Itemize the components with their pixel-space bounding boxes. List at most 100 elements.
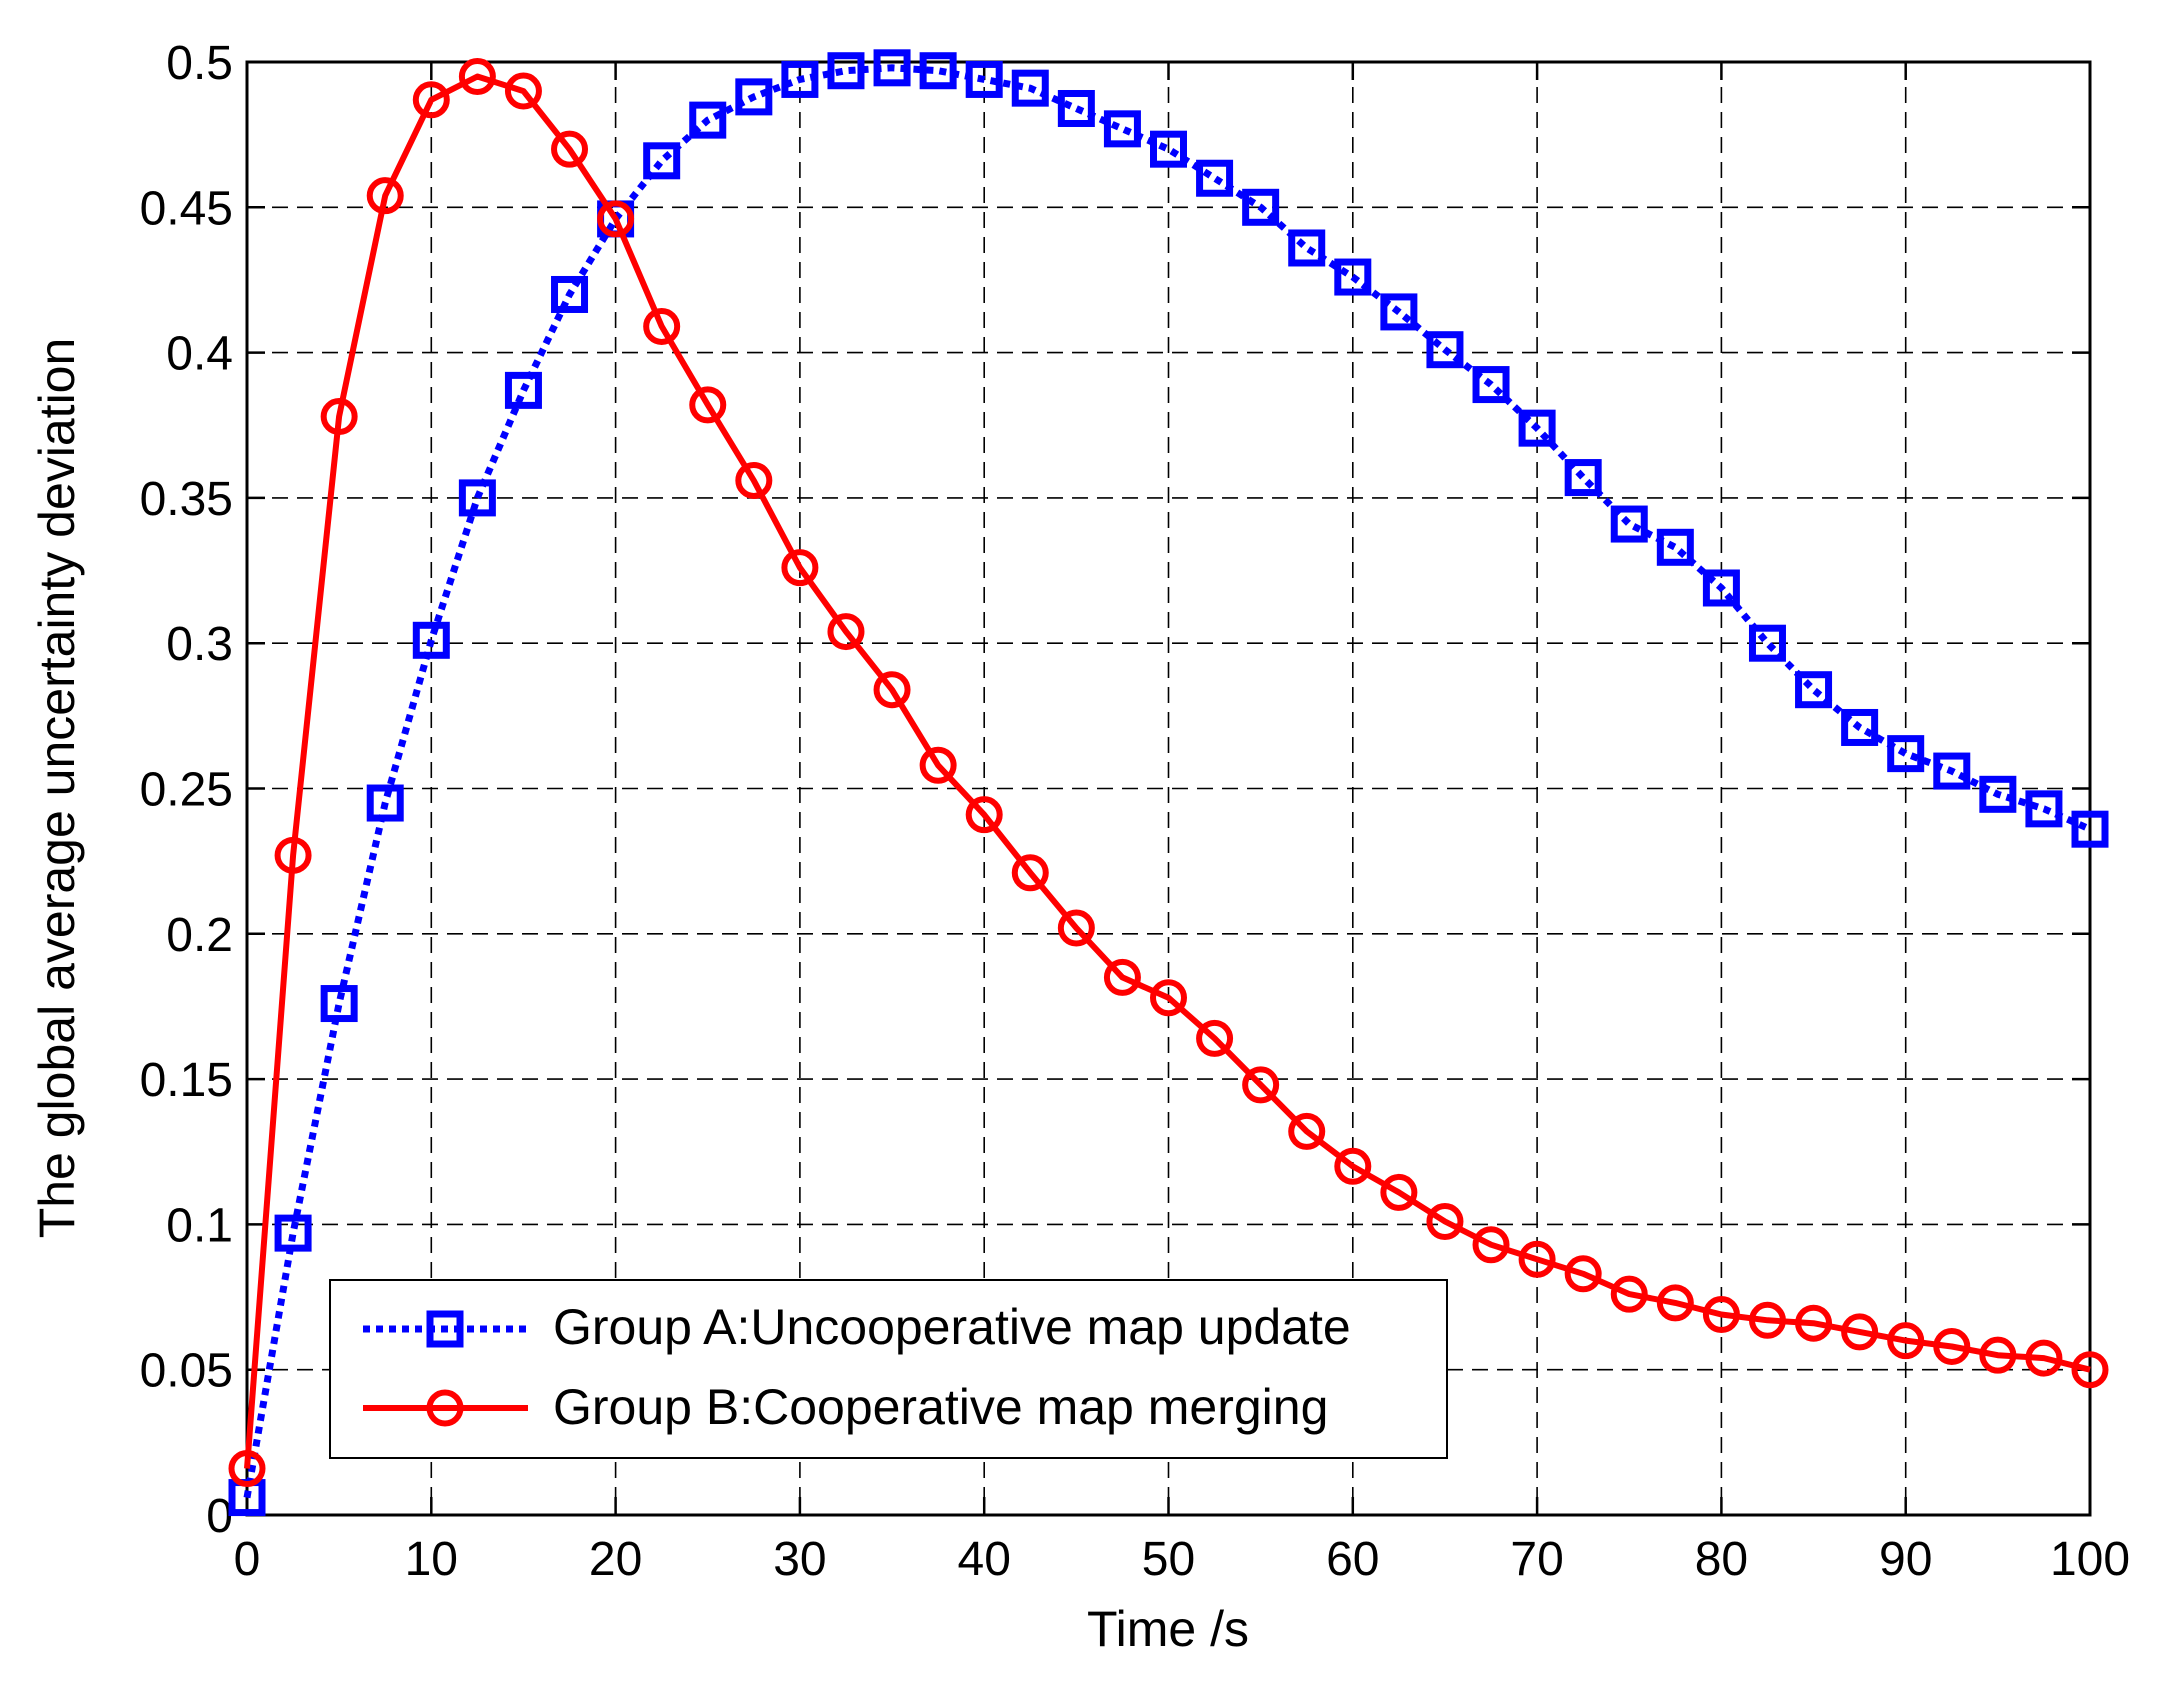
- group-a-marker: [274, 1214, 312, 1252]
- group-a-marker: [1288, 229, 1326, 267]
- group-a-marker: [643, 142, 681, 180]
- group-b-marker: [320, 398, 358, 436]
- group-a-marker: [1103, 110, 1141, 148]
- legend: Group A:Uncooperative map update Group B…: [329, 1279, 1448, 1459]
- group-b-marker: [551, 130, 589, 168]
- group-b-marker: [1242, 1066, 1280, 1104]
- group-a-marker: [781, 60, 819, 98]
- group-a-marker: [1011, 69, 1049, 107]
- group-b-marker: [1518, 1240, 1556, 1278]
- group-a-marker: [1057, 89, 1095, 127]
- group-b-marker: [827, 613, 865, 651]
- x-tick-label: 60: [1326, 1533, 1379, 1586]
- group-a-marker: [1887, 735, 1925, 773]
- group-b-marker: [504, 72, 542, 110]
- group-a-marker: [504, 371, 542, 409]
- group-a-marker: [551, 275, 589, 313]
- group-b-marker: [2071, 1351, 2109, 1389]
- group-b-marker: [366, 177, 404, 215]
- group-a-marker: [1472, 366, 1510, 404]
- group-a-marker: [1564, 459, 1602, 497]
- group-b-marker: [1564, 1255, 1602, 1293]
- legend-samples: [363, 1310, 528, 1427]
- group-a-marker: [1979, 775, 2017, 813]
- x-axis: 0 10 20 30 40 50 60 70 80 90 100: [234, 62, 2130, 1586]
- group-b-marker: [1426, 1202, 1464, 1240]
- group-b-marker: [1933, 1327, 1971, 1365]
- group-a-marker: [1841, 708, 1879, 746]
- group-a-marker: [1196, 159, 1234, 197]
- y-axis: 00.050.10.150.20.250.30.350.40.450.5: [140, 37, 2090, 1543]
- group-a-marker: [1656, 528, 1694, 566]
- y-tick-label: 0.15: [140, 1054, 233, 1107]
- x-tick-label: 80: [1695, 1533, 1748, 1586]
- group-b-marker: [919, 746, 957, 784]
- group-b-marker: [412, 81, 450, 119]
- group-b-marker: [1380, 1173, 1418, 1211]
- x-tick-label: 100: [2050, 1533, 2130, 1586]
- y-tick-label: 0.5: [166, 37, 233, 90]
- group-a-marker: [1150, 130, 1187, 168]
- group-b-marker: [735, 461, 773, 499]
- group-b-marker: [689, 386, 727, 424]
- x-tick-label: 90: [1879, 1533, 1932, 1586]
- legend-box: [329, 1279, 1448, 1459]
- legend-label-group-b: Group B:Cooperative map merging: [553, 1379, 1328, 1435]
- group-b-marker: [1795, 1304, 1833, 1342]
- group-b-marker: [1979, 1336, 2017, 1374]
- grid: [247, 62, 2090, 1515]
- group-a-marker: [1334, 258, 1372, 296]
- y-tick-label: 0.05: [140, 1345, 233, 1398]
- y-tick-label: 0.45: [140, 182, 233, 235]
- group-a-marker: [2025, 790, 2063, 828]
- x-tick-label: 40: [958, 1533, 1011, 1586]
- series: [228, 49, 2109, 1517]
- legend-marker-group-a: [426, 1310, 464, 1348]
- group-a-marker: [320, 985, 358, 1023]
- group-b-marker: [1288, 1112, 1326, 1150]
- group-b-marker: [1702, 1295, 1740, 1333]
- group-b-marker: [1887, 1322, 1925, 1360]
- group-b-marker: [1656, 1284, 1694, 1322]
- legend-marker-group-b: [426, 1389, 464, 1427]
- x-tick-label: 20: [589, 1533, 642, 1586]
- group-a-marker: [1380, 293, 1418, 331]
- x-tick-label: 30: [773, 1533, 826, 1586]
- legend-label-group-a: Group A:Uncooperative map update: [553, 1299, 1351, 1355]
- group-a-marker: [919, 52, 957, 90]
- group-a-marker: [458, 479, 496, 517]
- group-a-marker: [689, 101, 727, 139]
- y-tick-label: 0.4: [166, 328, 233, 381]
- x-tick-label: 70: [1510, 1533, 1563, 1586]
- group-a-marker: [1933, 752, 1971, 790]
- group-b-marker: [597, 200, 635, 238]
- x-tick-label: 10: [405, 1533, 458, 1586]
- y-tick-label: 0.1: [166, 1199, 233, 1252]
- y-tick-label: 0.25: [140, 764, 233, 817]
- group-b-marker: [1610, 1275, 1648, 1313]
- group-b-marker: [1103, 958, 1141, 996]
- y-axis-title: The global average uncertainty deviation: [29, 338, 85, 1239]
- group-a-marker: [1748, 624, 1786, 662]
- group-a-marker: [1610, 505, 1648, 543]
- group-a-marker: [1426, 331, 1464, 369]
- group-b-marker: [2025, 1339, 2063, 1377]
- y-tick-label: 0.2: [166, 909, 233, 962]
- group-a-marker: [412, 621, 450, 659]
- group-b-marker: [1011, 854, 1049, 892]
- y-tick-label: 0.35: [140, 473, 233, 526]
- group-a-marker: [366, 784, 404, 822]
- group-a-marker: [827, 52, 865, 90]
- group-b-marker: [1334, 1147, 1372, 1185]
- group-a-marker: [1518, 409, 1556, 447]
- group-b-marker: [643, 307, 681, 345]
- group-b-marker: [1472, 1226, 1510, 1264]
- group-a-marker: [2071, 810, 2109, 848]
- x-tick-label: 0: [234, 1533, 261, 1586]
- group-b-marker: [1057, 909, 1095, 947]
- group-a-marker: [1795, 671, 1833, 709]
- group-a-marker: [1242, 188, 1280, 226]
- group-b-marker: [965, 796, 1003, 834]
- group-b-marker: [1196, 1019, 1234, 1057]
- group-a-marker: [735, 78, 773, 116]
